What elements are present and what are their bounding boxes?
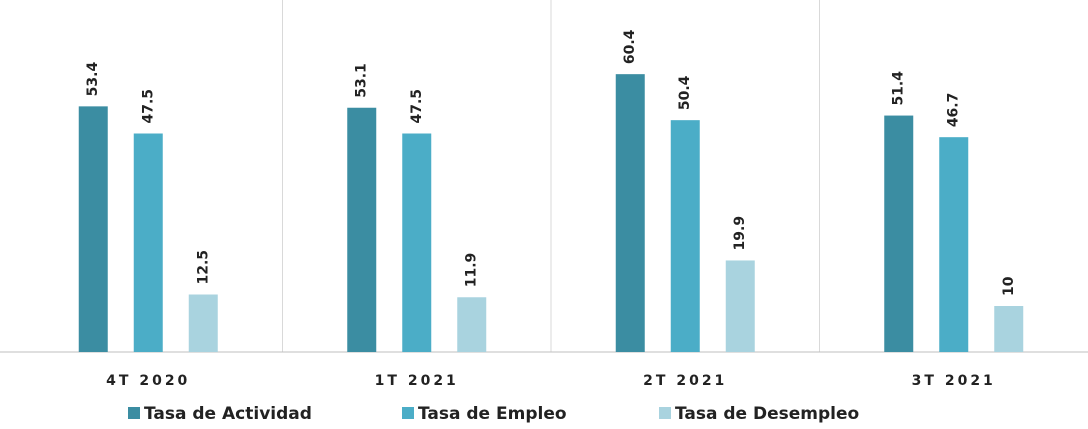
value-label: 50.4	[677, 75, 693, 110]
legend-label: Tasa de Desempleo	[675, 404, 859, 424]
value-label: 53.1	[354, 63, 370, 98]
value-label: 12.5	[195, 250, 211, 285]
value-label: 51.4	[891, 71, 907, 106]
x-tick-label: 1T 2021	[375, 373, 459, 389]
value-label: 46.7	[946, 93, 962, 128]
bar	[402, 133, 432, 352]
legend-swatch	[659, 407, 671, 419]
bar	[188, 294, 218, 352]
legend-swatch	[402, 407, 414, 419]
value-label: 19.9	[732, 216, 748, 251]
value-label: 10	[1001, 276, 1017, 296]
bar	[670, 120, 700, 352]
value-label: 47.5	[140, 89, 156, 124]
legend-swatch	[128, 407, 140, 419]
x-tick-label: 2T 2021	[643, 373, 727, 389]
bar	[347, 107, 377, 353]
legend-label: Tasa de Actividad	[144, 404, 312, 424]
value-label: 53.4	[85, 62, 101, 97]
legend-label: Tasa de Empleo	[418, 404, 567, 424]
bar	[884, 115, 914, 352]
value-label: 47.5	[409, 89, 425, 124]
bar	[615, 74, 645, 352]
x-tick-label: 4T 2020	[106, 373, 190, 389]
bar	[994, 306, 1024, 352]
value-label: 11.9	[464, 253, 480, 288]
bar	[939, 137, 969, 352]
value-label: 60.4	[622, 29, 638, 64]
bar	[725, 260, 755, 352]
bar	[133, 133, 163, 352]
bar	[78, 106, 108, 352]
bar	[457, 297, 487, 352]
x-tick-label: 3T 2021	[912, 373, 996, 389]
